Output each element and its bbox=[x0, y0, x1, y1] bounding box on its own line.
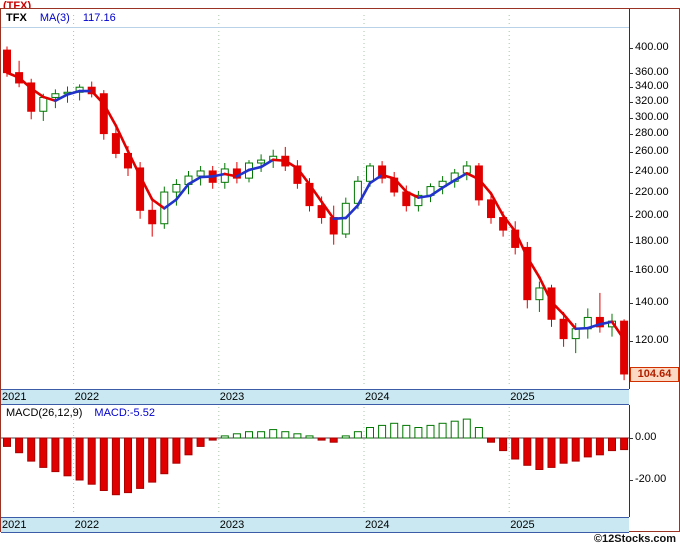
macd-tick-mark bbox=[629, 438, 633, 439]
macd-tick-mark bbox=[629, 480, 633, 481]
price-tick-mark bbox=[629, 101, 633, 103]
year-label: 2022 bbox=[74, 391, 100, 403]
price-tick-label: 140.00 bbox=[635, 296, 669, 309]
macd-chart-canvas bbox=[1, 407, 629, 515]
year-label: 2021 bbox=[2, 391, 27, 403]
last-price-tag: 104.64 bbox=[630, 366, 679, 382]
year-label: 2025 bbox=[510, 391, 535, 403]
price-tick-mark bbox=[629, 340, 633, 342]
price-tick-label: 320.00 bbox=[635, 94, 669, 107]
price-tick-mark bbox=[629, 73, 633, 75]
price-tick-mark bbox=[629, 241, 633, 243]
price-tick-mark bbox=[629, 171, 633, 173]
price-tick-label: 220.00 bbox=[635, 186, 669, 199]
macd-legend: MACD(26,12,9) MACD:-5.52 bbox=[6, 406, 155, 421]
price-axis-separator bbox=[629, 9, 630, 389]
price-tick-mark bbox=[629, 87, 633, 89]
price-chart-canvas bbox=[3, 15, 629, 387]
x-axis-band-top: 2021 2022 2023 2024 2025 bbox=[1, 389, 629, 405]
price-tick-label: 300.00 bbox=[635, 110, 669, 123]
macd-value: -5.52 bbox=[129, 407, 155, 419]
price-axis: 400.00 360.00 340.00 320.00 300.00 280.00 260.… bbox=[629, 9, 680, 389]
year-label: 2025 bbox=[510, 519, 535, 531]
ma-value: 117.16 bbox=[82, 12, 116, 24]
price-tick-label: 260.00 bbox=[635, 145, 669, 158]
symbol-label: TFX bbox=[6, 12, 27, 24]
year-label: 2023 bbox=[219, 519, 245, 531]
year-label: 2022 bbox=[74, 519, 100, 531]
price-tick-mark bbox=[629, 303, 633, 305]
x-axis-band-bottom: 2021 2022 2023 2024 2025 bbox=[1, 517, 629, 533]
price-tick-mark bbox=[629, 193, 633, 195]
price-tick-label: 400.00 bbox=[635, 40, 669, 53]
price-tick-mark bbox=[629, 216, 633, 218]
price-tick-label: 200.00 bbox=[635, 209, 669, 222]
price-tick-mark bbox=[629, 270, 633, 272]
price-legend: TFX MA(3) 117.16 bbox=[1, 9, 629, 28]
macd-value-label: MACD: bbox=[94, 407, 130, 419]
price-tick-label: 360.00 bbox=[635, 66, 669, 79]
price-tick-label: 280.00 bbox=[635, 127, 669, 140]
copyright-label: ©12Stocks.com bbox=[593, 533, 676, 545]
chart-frame: TFX MA(3) 117.16 400.00 360.00 340.00 320.0… bbox=[0, 8, 680, 533]
price-tick-mark bbox=[629, 134, 633, 136]
price-tick-label: 160.00 bbox=[635, 263, 669, 276]
price-tick-label: 240.00 bbox=[635, 164, 669, 177]
macd-axis-separator bbox=[629, 405, 630, 517]
macd-params-label: MACD(26,12,9) bbox=[6, 407, 83, 419]
macd-tick-label: -20.00 bbox=[635, 473, 667, 485]
year-label: 2021 bbox=[2, 519, 27, 531]
price-tick-label: 120.00 bbox=[635, 333, 669, 346]
price-tick-mark bbox=[629, 152, 633, 154]
price-panel: TFX MA(3) 117.16 bbox=[1, 9, 629, 389]
year-label: 2024 bbox=[365, 519, 390, 531]
price-tick-mark bbox=[629, 47, 633, 49]
price-tick-label: 180.00 bbox=[635, 234, 669, 247]
ma-label: MA(3) bbox=[39, 12, 70, 24]
macd-tick-label: 0.00 bbox=[635, 431, 657, 443]
year-label: 2023 bbox=[219, 391, 245, 403]
macd-panel: MACD(26,12,9) MACD:-5.52 bbox=[1, 405, 629, 517]
macd-axis: 0.00 -20.00 bbox=[629, 405, 680, 517]
price-tick-mark bbox=[629, 117, 633, 119]
year-label: 2024 bbox=[365, 391, 390, 403]
price-tick-label: 340.00 bbox=[635, 80, 669, 93]
